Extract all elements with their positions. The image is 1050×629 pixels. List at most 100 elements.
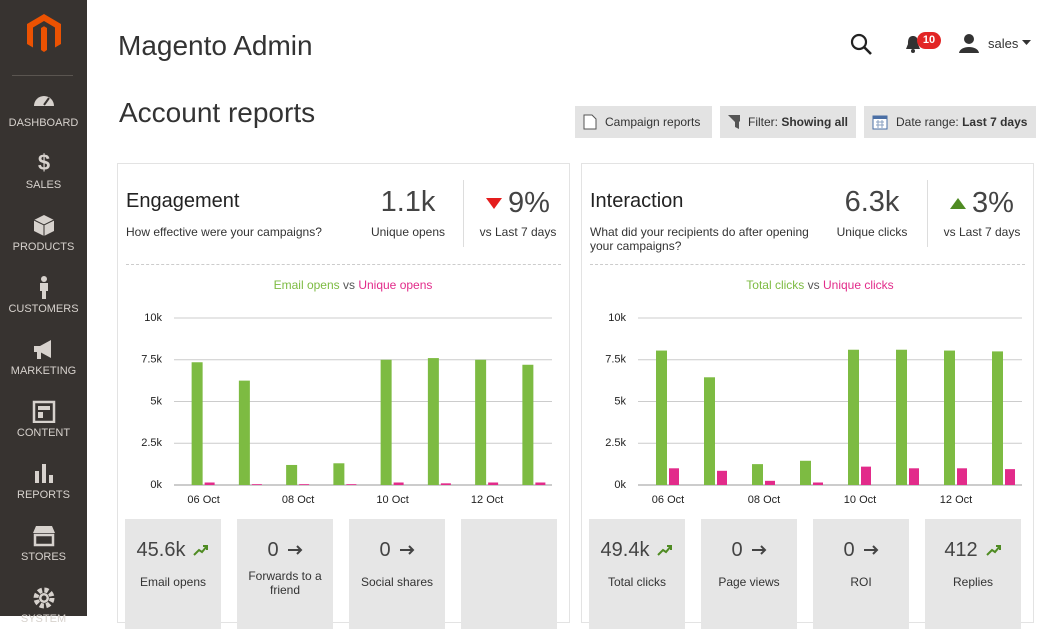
logo[interactable] bbox=[25, 13, 63, 53]
triangle bbox=[486, 198, 503, 210]
nav-icon bbox=[33, 587, 54, 609]
trend-up bbox=[657, 545, 673, 556]
legend-entry: Unique clicks bbox=[823, 278, 894, 292]
legend-joiner: vs bbox=[340, 278, 359, 292]
nav-icon bbox=[39, 276, 48, 299]
bar bbox=[992, 351, 1003, 485]
bar bbox=[909, 468, 919, 485]
stat-tile: 0 ROI bbox=[813, 519, 909, 629]
tile-number: 45.6k bbox=[136, 539, 186, 561]
bar bbox=[238, 380, 250, 485]
divider bbox=[927, 180, 928, 247]
legend: Total clicks vs Unique clicks bbox=[746, 278, 893, 292]
nav-icon bbox=[32, 400, 55, 423]
nav-item[interactable]: PRODUCTS bbox=[0, 213, 87, 253]
date-value: Last 7 days bbox=[962, 115, 1028, 129]
tile-number: 0 bbox=[843, 539, 855, 561]
tile-label: Social shares bbox=[360, 575, 434, 589]
bar bbox=[717, 470, 727, 485]
separator bbox=[12, 75, 73, 76]
report-panel: Engagement How effective were your campai… bbox=[117, 163, 570, 629]
trend-flat bbox=[399, 545, 414, 555]
nav-label: CONTENT bbox=[16, 427, 71, 439]
change-label: vs Last 7 days bbox=[479, 225, 557, 239]
nav-icon bbox=[34, 464, 53, 483]
trend-flat bbox=[751, 545, 766, 555]
bar bbox=[299, 484, 310, 485]
nav-item[interactable]: SYSTEM bbox=[0, 585, 87, 625]
bar bbox=[251, 484, 262, 485]
trend-icon bbox=[193, 545, 209, 556]
date-label: Date range: bbox=[896, 115, 959, 129]
bell-icon[interactable] bbox=[904, 34, 922, 54]
y-tick-label: 7.5k bbox=[605, 354, 626, 366]
tile-value: 0 bbox=[237, 539, 333, 562]
nav-label: REPORTS bbox=[17, 489, 70, 501]
filter-button[interactable]: Filter: Showing all bbox=[720, 106, 856, 138]
trend-icon bbox=[399, 545, 414, 555]
stat-tile: 0 Social shares bbox=[349, 519, 445, 629]
user-name[interactable]: sales bbox=[988, 36, 1019, 51]
search-icon[interactable] bbox=[849, 32, 873, 56]
bar bbox=[475, 359, 487, 485]
nav-item[interactable]: CUSTOMERS bbox=[0, 275, 87, 315]
nav-label: DASHBOARD bbox=[8, 117, 79, 129]
trend-icon bbox=[751, 545, 766, 555]
tile-number: 0 bbox=[731, 539, 743, 561]
divider bbox=[463, 180, 464, 247]
metric-label: Unique opens bbox=[370, 225, 446, 239]
tile-label: Total clicks bbox=[607, 575, 666, 589]
triangle bbox=[950, 198, 967, 210]
metric-label: Unique clicks bbox=[836, 225, 908, 239]
bar bbox=[333, 463, 345, 485]
nav-icon bbox=[33, 215, 54, 236]
x-tick-label: 10 Oct bbox=[376, 494, 408, 506]
trend-up bbox=[985, 545, 1001, 556]
legend: Email opens vs Unique opens bbox=[274, 278, 433, 292]
change-arrow bbox=[486, 198, 503, 210]
change-arrow bbox=[950, 198, 967, 210]
x-tick-label: 06 Oct bbox=[652, 494, 684, 506]
bar bbox=[813, 482, 823, 485]
tile-number: 0 bbox=[379, 539, 391, 561]
trend-icon bbox=[657, 545, 673, 556]
app-title: Magento Admin bbox=[118, 30, 313, 61]
filter-label: Filter: bbox=[747, 115, 778, 129]
panel-title: Engagement bbox=[126, 190, 240, 212]
stat-tile: 0 Page views bbox=[701, 519, 797, 629]
bar bbox=[393, 482, 404, 485]
bar bbox=[656, 350, 667, 485]
tile-value: 0 bbox=[349, 539, 445, 562]
date-range-button[interactable]: Date range: Last 7 days bbox=[864, 106, 1036, 138]
tile-value: 49.4k bbox=[589, 539, 685, 562]
nav-item[interactable]: CONTENT bbox=[0, 399, 87, 439]
trend-icon bbox=[985, 545, 1001, 556]
chart: Email opens vs Unique opens 0k 2.5k 5k 7.5k 1… bbox=[141, 278, 552, 506]
tile-value: 0 bbox=[701, 539, 797, 562]
user-icon[interactable] bbox=[958, 32, 980, 54]
bar bbox=[346, 484, 357, 485]
doc-icon bbox=[583, 114, 597, 130]
tile-label: Page views bbox=[718, 575, 780, 589]
y-tick-label: 2.5k bbox=[141, 437, 162, 449]
change: 9% bbox=[468, 186, 568, 220]
panel-title: Interaction bbox=[590, 190, 684, 212]
bar bbox=[957, 468, 967, 485]
y-tick-label: 7.5k bbox=[141, 354, 162, 366]
nav-item[interactable]: DASHBOARD bbox=[0, 89, 87, 129]
svg-text:$: $ bbox=[37, 151, 49, 175]
nav-item[interactable]: $ SALES bbox=[0, 151, 87, 191]
y-tick-label: 10k bbox=[608, 312, 626, 324]
notification-badge[interactable]: 10 bbox=[917, 32, 941, 49]
legend-entry: Unique opens bbox=[358, 278, 432, 292]
nav-icon bbox=[33, 96, 54, 106]
nav-item[interactable]: MARKETING bbox=[0, 337, 87, 377]
trend-icon bbox=[287, 545, 302, 555]
change-label: vs Last 7 days bbox=[943, 225, 1021, 239]
nav-item[interactable]: STORES bbox=[0, 523, 87, 563]
nav-icon: $ bbox=[37, 151, 49, 175]
campaign-reports-button[interactable]: Campaign reports bbox=[575, 106, 712, 138]
nav-item[interactable]: REPORTS bbox=[0, 461, 87, 501]
y-tick-label: 2.5k bbox=[605, 437, 626, 449]
nav-label: SYSTEM bbox=[20, 613, 67, 625]
